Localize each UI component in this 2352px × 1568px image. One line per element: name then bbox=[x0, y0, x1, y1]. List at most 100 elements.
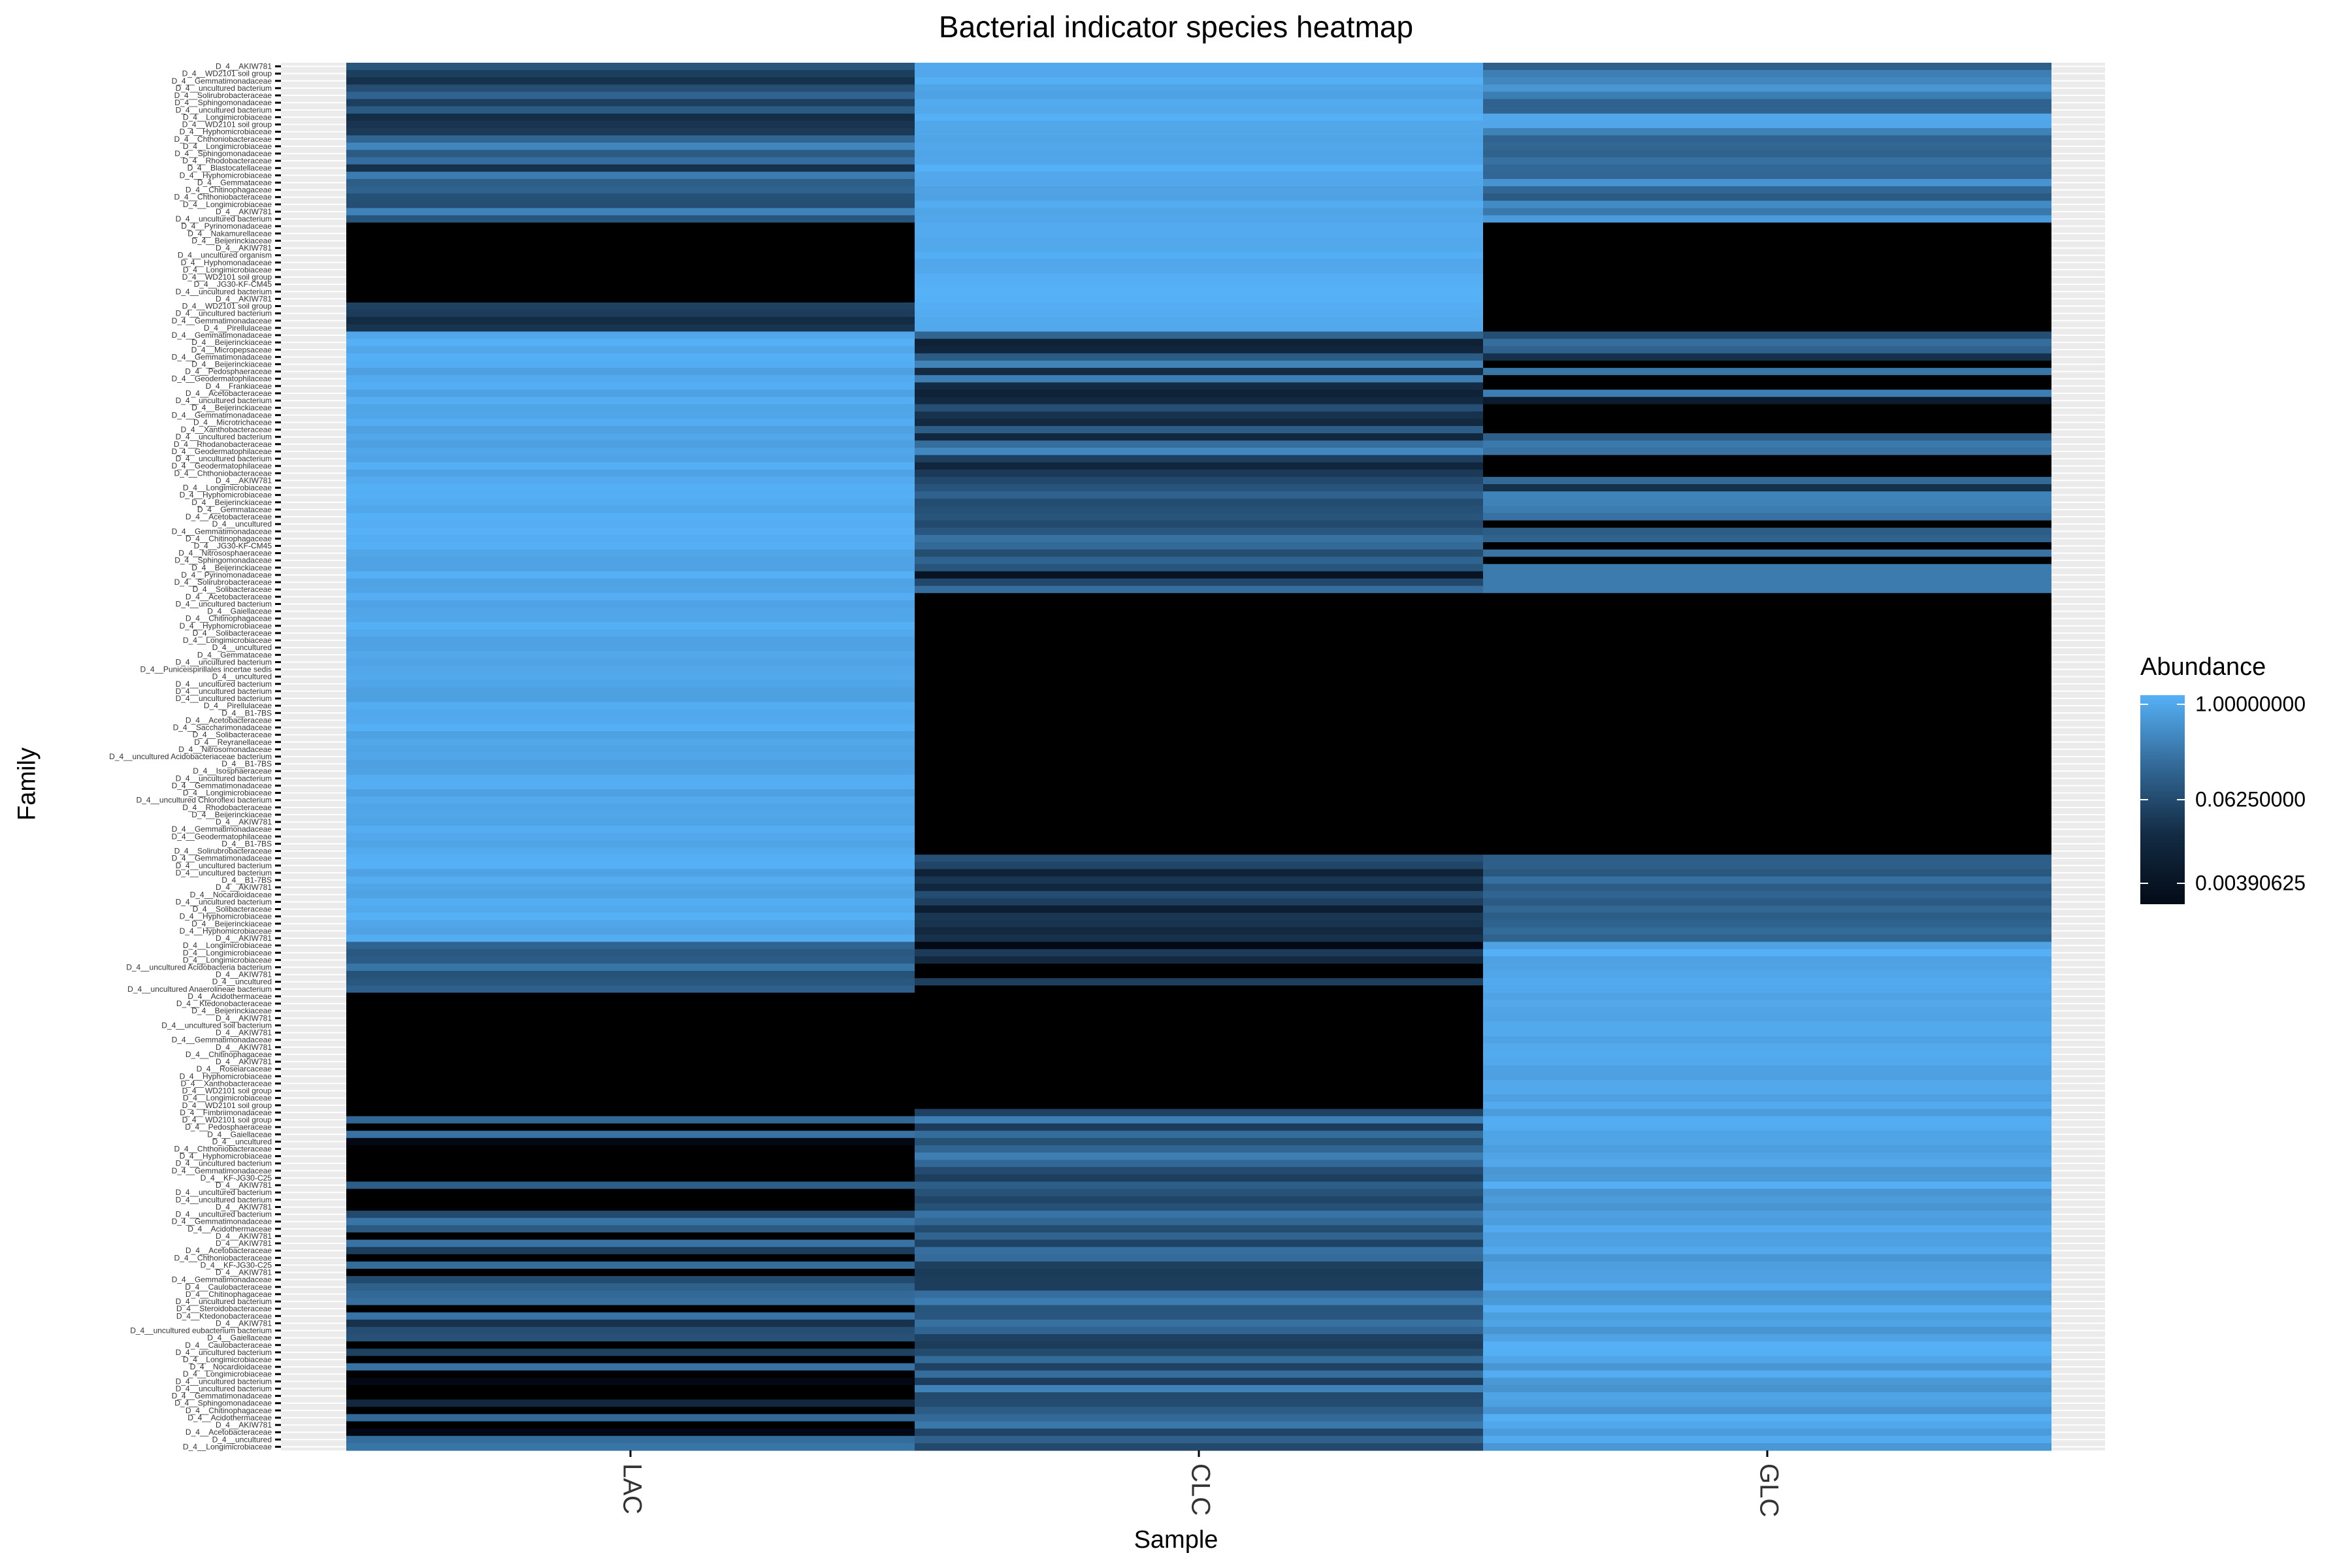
heatmap-cell bbox=[1483, 1319, 2051, 1328]
y-tick-label: D_4__Longimicrobiaceae bbox=[183, 142, 272, 151]
y-tick-label: D_4__uncultured bacterium bbox=[176, 105, 272, 114]
y-tick-label: D_4__uncultured soil bacterium bbox=[161, 1021, 272, 1030]
heatmap-cell bbox=[915, 1072, 1483, 1081]
y-tick-label: D_4__Acetobacteraceae bbox=[186, 592, 272, 601]
y-tick-label: D_4__Geodermatophilaceae bbox=[172, 374, 272, 384]
heatmap-cell bbox=[1483, 440, 2051, 448]
y-tick-label: D_4__Acetobacteraceae bbox=[186, 1246, 272, 1255]
y-tick-label: D_4__AKIW781 bbox=[216, 1043, 272, 1052]
heatmap-cell bbox=[346, 1007, 915, 1015]
heatmap-cell bbox=[346, 615, 915, 623]
heatmap-cell bbox=[1483, 106, 2051, 114]
heatmap-cell bbox=[915, 360, 1483, 368]
heatmap-cell bbox=[1483, 1094, 2051, 1102]
heatmap-cell bbox=[346, 440, 915, 448]
heatmap-cell bbox=[346, 498, 915, 506]
y-tick-label: D_4__Gemmataceae bbox=[197, 505, 272, 514]
heatmap-cell bbox=[346, 513, 915, 521]
y-tick-label: D_4__Hyphomonadaceae bbox=[181, 258, 272, 267]
heatmap-cell bbox=[915, 1094, 1483, 1102]
heatmap-cell bbox=[915, 389, 1483, 398]
heatmap-cell bbox=[346, 934, 915, 943]
y-tick-label: D_4__Acetobacteraceae bbox=[186, 1428, 272, 1437]
y-tick-label: D_4__Chitinophagaceae bbox=[186, 1050, 272, 1059]
heatmap-cell bbox=[1483, 1065, 2051, 1073]
heatmap-cell bbox=[1483, 433, 2051, 441]
heatmap-cell bbox=[915, 1356, 1483, 1364]
heatmap-cell bbox=[1483, 862, 2051, 870]
y-tick-label: D_4__AKIW781 bbox=[216, 1181, 272, 1190]
heatmap-cell bbox=[346, 1058, 915, 1066]
heatmap-cell bbox=[346, 324, 915, 333]
heatmap-cell bbox=[1483, 941, 2051, 950]
y-tick-label: D_4__Gaiellaceae bbox=[207, 1333, 272, 1343]
y-tick-label: D_4__uncultured bbox=[212, 643, 272, 652]
heatmap-cell bbox=[915, 564, 1483, 572]
heatmap-cell bbox=[1483, 99, 2051, 107]
heatmap-cell bbox=[346, 302, 915, 310]
heatmap-cell bbox=[915, 1181, 1483, 1190]
heatmap-cell bbox=[1483, 142, 2051, 151]
heatmap-cell bbox=[915, 1247, 1483, 1255]
y-tick-label: D_4__Hyphomicrobiaceae bbox=[180, 621, 272, 630]
heatmap-cell bbox=[1483, 629, 2051, 638]
heatmap-cell bbox=[1483, 883, 2051, 892]
y-tick-label: D_4__WD2101 soil group bbox=[182, 1115, 272, 1124]
heatmap-cell bbox=[346, 520, 915, 529]
heatmap-cell bbox=[915, 1116, 1483, 1124]
y-tick-label: D_4__uncultured bacterium bbox=[176, 1297, 272, 1306]
heatmap-cell bbox=[346, 593, 915, 601]
heatmap-cell bbox=[1483, 527, 2051, 536]
heatmap-cell bbox=[1483, 1341, 2051, 1349]
heatmap-cell bbox=[346, 1283, 915, 1291]
heatmap-cell bbox=[915, 804, 1483, 812]
heatmap-cell bbox=[1483, 687, 2051, 696]
heatmap-cell bbox=[915, 1290, 1483, 1299]
heatmap-cell bbox=[915, 745, 1483, 754]
heatmap-cell bbox=[915, 862, 1483, 870]
heatmap-cell bbox=[1483, 622, 2051, 630]
heatmap-cell bbox=[1483, 534, 2051, 543]
y-tick-label: D_4__Hyphomicrobiaceae bbox=[180, 1071, 272, 1081]
heatmap-cell bbox=[346, 825, 915, 834]
heatmap-cell bbox=[915, 1348, 1483, 1357]
heatmap-cell bbox=[346, 1145, 915, 1153]
y-tick-label: D_4__uncultured bacterium bbox=[176, 868, 272, 877]
heatmap-cell bbox=[1483, 1167, 2051, 1175]
heatmap-cell bbox=[346, 455, 915, 463]
heatmap-cell bbox=[346, 564, 915, 572]
heatmap-cell bbox=[915, 244, 1483, 252]
heatmap-cell bbox=[1483, 1312, 2051, 1320]
heatmap-cell bbox=[1483, 164, 2051, 172]
heatmap-cell bbox=[346, 651, 915, 659]
y-tick-label: D_4__Nakamurellaceae bbox=[188, 229, 272, 238]
x-axis-title: Sample bbox=[1134, 1526, 1218, 1554]
y-tick-label: D_4__Chthoniobacteraceae bbox=[174, 193, 272, 202]
y-tick-label: D_4__Beijerinckiaceae bbox=[191, 563, 272, 572]
y-tick-label: D_4__Chitinophagaceae bbox=[186, 1406, 272, 1415]
heatmap-cell bbox=[346, 164, 915, 172]
heatmap-cell bbox=[915, 317, 1483, 325]
y-tick-label: D_4__Gemmatimonadaceae bbox=[172, 331, 272, 340]
heatmap-cell bbox=[346, 1160, 915, 1168]
heatmap-cell bbox=[346, 1363, 915, 1371]
heatmap-cell bbox=[346, 745, 915, 754]
heatmap-cell bbox=[1483, 1225, 2051, 1233]
y-tick-label: D_4__Xanthobacteraceae bbox=[181, 425, 272, 434]
y-tick-label: D_4__uncultured bbox=[212, 977, 272, 987]
heatmap-cell bbox=[346, 753, 915, 761]
heatmap-cell bbox=[1483, 781, 2051, 790]
y-tick-label: D_4__Geodermatophilaceae bbox=[172, 461, 272, 470]
heatmap-cell bbox=[346, 920, 915, 928]
heatmap-cell bbox=[346, 760, 915, 768]
heatmap-cell bbox=[915, 847, 1483, 855]
heatmap-cell bbox=[346, 237, 915, 245]
heatmap-cell bbox=[1483, 615, 2051, 623]
heatmap-cell bbox=[1483, 1036, 2051, 1044]
heatmap-cell bbox=[1483, 1370, 2051, 1379]
heatmap-cell bbox=[346, 578, 915, 587]
y-tick-label: D_4__Hyphomicrobiaceae bbox=[180, 491, 272, 500]
heatmap-cell bbox=[1483, 252, 2051, 259]
heatmap-cell bbox=[915, 1268, 1483, 1277]
heatmap-cell bbox=[1483, 680, 2051, 688]
